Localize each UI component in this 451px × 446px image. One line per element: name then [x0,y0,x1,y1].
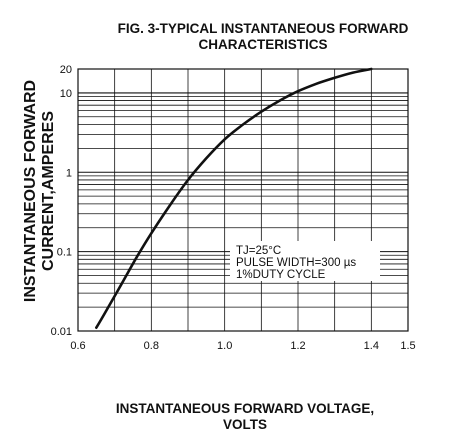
x-tick-label: 0.8 [144,340,159,352]
annotation-line: 1%DUTY CYCLE [236,269,326,281]
chart-title: FIG. 3-TYPICAL INSTANTANEOUS FORWARD CHA… [78,21,448,53]
x-axis-label-line-2: VOLTS [222,417,267,432]
vertical-gridlines [114,69,372,331]
x-tick-label: 0.6 [70,340,85,352]
x-tick-label: 1.4 [364,340,379,352]
y-tick-label: 20 [60,64,72,76]
annotation-box [230,241,380,281]
forward-characteristic-curve [95,67,373,329]
annotation-line: PULSE WIDTH=300 µs [236,257,356,269]
chart-title-line-2: CHARACTERISTICS [198,37,328,52]
chart-title-line-1: FIG. 3-TYPICAL INSTANTANEOUS FORWARD [117,21,409,36]
y-tick-label: 0.1 [57,247,72,259]
x-tick-label: 1.5 [400,340,415,352]
x-tick-labels: 0.6 0.8 1.0 1.2 1.4 1.5 [70,340,415,352]
x-axis-label-line-1: INSTANTANEOUS FORWARD VOLTAGE, [115,401,375,416]
y-tick-label: 10 [60,88,72,100]
y-tick-labels: 0.01 0.1 1 10 20 [51,64,72,338]
x-axis-label: INSTANTANEOUS FORWARD VOLTAGE, VOLTS [60,401,430,433]
annotation-line: TJ=25°C [236,245,281,257]
y-tick-label: 0.01 [51,326,72,338]
y-tick-label: 1 [66,167,72,179]
x-tick-label: 1.2 [290,340,305,352]
x-tick-label: 1.0 [217,340,232,352]
plot-frame [77,68,409,332]
